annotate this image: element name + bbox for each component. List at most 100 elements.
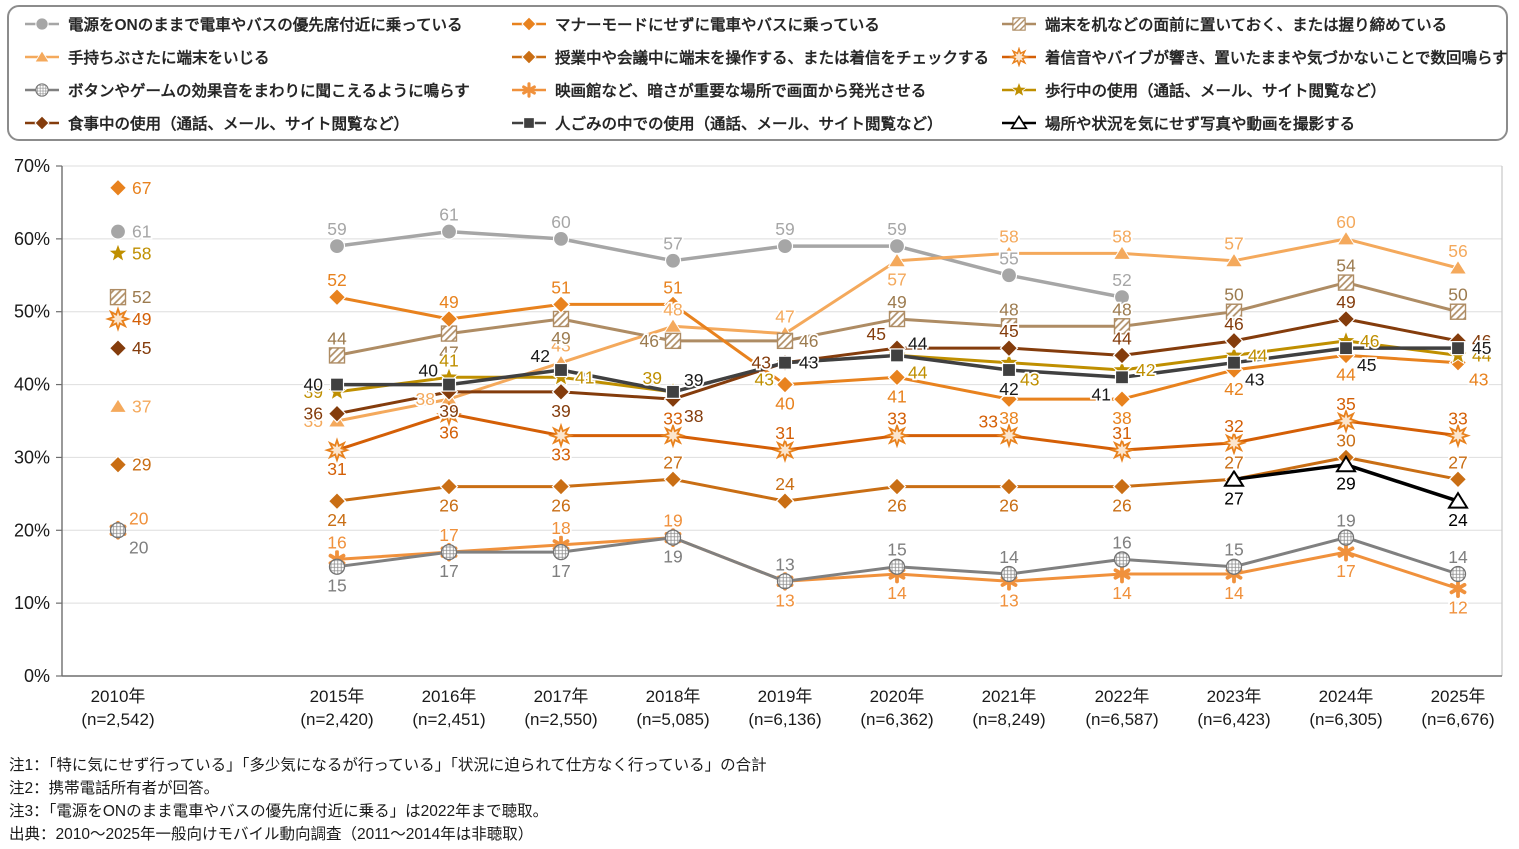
data-label: 43 xyxy=(1245,370,1264,390)
data-label: 59 xyxy=(775,219,794,239)
data-label: 14 xyxy=(887,583,907,603)
data-label: 44 xyxy=(908,333,928,353)
data-label: 14 xyxy=(1448,547,1468,567)
data-label: 31 xyxy=(775,423,794,443)
series-power_on xyxy=(109,223,1131,306)
data-label: 35 xyxy=(304,411,323,431)
data-label: 24 xyxy=(775,474,795,494)
data-label: 49 xyxy=(887,292,906,312)
data-label: 15 xyxy=(1224,540,1243,560)
cinema_glow-marker-icon xyxy=(512,81,546,98)
legend-item-desk_front: 端末を机などの面前に置いておく、または握り締めている xyxy=(1002,12,1508,36)
x-label-year: 2024年 xyxy=(1319,687,1374,706)
data-label: 47 xyxy=(439,343,458,363)
data-label: 38 xyxy=(684,406,703,426)
crowd_use-marker-icon xyxy=(512,116,546,129)
data-label: 52 xyxy=(1112,270,1131,290)
data-label: 14 xyxy=(1224,583,1244,603)
legend-label: 歩行中の使用（通話、メール、サイト閲覧など） xyxy=(1045,82,1387,100)
y-tick-label: 30% xyxy=(14,447,50,467)
legend-label: 映画館など、暗さが重要な場所で画面から発光させる xyxy=(555,82,927,100)
legend-label: 場所や状況を気にせず写真や動画を撮影する xyxy=(1045,115,1356,133)
data-label: 16 xyxy=(1112,532,1131,552)
data-label: 59 xyxy=(887,219,906,239)
data-label: 45 xyxy=(1357,355,1376,375)
x-label-n: (n=5,085) xyxy=(636,710,709,729)
x-label-year: 2018年 xyxy=(646,687,701,706)
data-label: 13 xyxy=(775,554,794,574)
data-label: 49 xyxy=(1336,292,1355,312)
data-label: 40 xyxy=(419,361,439,381)
data-label: 27 xyxy=(1224,452,1243,472)
data-label: 33 xyxy=(551,445,570,465)
data-label: 46 xyxy=(1472,331,1491,351)
desk_front-marker-icon xyxy=(1002,16,1036,31)
data-label: 35 xyxy=(1336,394,1355,414)
x-axis-labels: 2010年 (n=2,542) 2015年 (n=2,420) 2016年 (n=2,45… xyxy=(81,687,1494,729)
data-label: 14 xyxy=(999,547,1019,567)
data-label: 40 xyxy=(304,375,324,395)
data-label: 47 xyxy=(775,307,794,327)
data-label: 58 xyxy=(1112,226,1131,246)
legend-label: 端末を机などの面前に置いておく、または握り締めている xyxy=(1045,16,1448,34)
data-label: 43 xyxy=(1020,370,1039,390)
data-label: 38 xyxy=(416,389,435,409)
y-tick-label: 50% xyxy=(14,302,50,322)
legend-item-cinema_glow: 映画館など、暗さが重要な場所で画面から発光させる xyxy=(512,78,1002,102)
x-label-n: (n=6,423) xyxy=(1197,710,1270,729)
legend-label: ボタンやゲームの効果音をまわりに聞こえるように鳴らす xyxy=(68,82,470,100)
axes: 0% 10% 20% 30% 40% 50% 60% 70% xyxy=(14,156,1503,686)
data-label: 19 xyxy=(663,511,682,531)
legend-label: 授業中や会議中に端末を操作する、または着信をチェックする xyxy=(555,49,990,67)
data-label: 40 xyxy=(775,394,795,414)
legend-label: マナーモードにせずに電車やバスに乗っている xyxy=(555,16,880,34)
class_meeting-marker-icon xyxy=(512,48,546,65)
legend-label: 手持ちぶさたに端末をいじる xyxy=(68,49,270,67)
walking_use-marker-icon xyxy=(1002,80,1036,98)
data-label: 56 xyxy=(1448,241,1467,261)
legend-item-button_sound: ボタンやゲームの効果音をまわりに聞こえるように鳴らす xyxy=(25,78,512,102)
data-label: 46 xyxy=(799,331,818,351)
series-crowd_use xyxy=(329,341,1466,399)
idle_fiddle-marker-icon xyxy=(25,49,59,62)
data-label: 67 xyxy=(132,178,151,198)
x-label-year: 2016年 xyxy=(422,687,477,706)
y-tick-label: 40% xyxy=(14,375,50,395)
data-label: 37 xyxy=(132,396,151,416)
x-label-n: (n=6,587) xyxy=(1085,710,1158,729)
data-label: 51 xyxy=(551,277,570,297)
photo_anywhere-marker-icon xyxy=(1002,114,1036,129)
data-label: 43 xyxy=(755,370,774,390)
x-label-n: (n=6,136) xyxy=(748,710,821,729)
data-label: 20 xyxy=(129,537,149,557)
data-label: 50 xyxy=(1448,285,1468,305)
data-label: 48 xyxy=(999,299,1018,319)
data-label: 44 xyxy=(1112,328,1132,348)
data-label: 17 xyxy=(551,561,570,581)
data-label: 39 xyxy=(684,370,703,390)
data-label: 44 xyxy=(327,328,347,348)
power_on-marker-icon xyxy=(25,16,59,31)
data-label: 17 xyxy=(439,561,458,581)
x-label-n: (n=2,550) xyxy=(524,710,597,729)
data-label: 46 xyxy=(1360,331,1379,351)
data-label: 43 xyxy=(551,336,570,356)
data-label: 33 xyxy=(1448,409,1467,429)
data-label: 29 xyxy=(132,455,151,475)
data-label: 33 xyxy=(979,412,998,432)
legend-item-eating_use: 食事中の使用（通話、メール、サイト閲覧など） xyxy=(25,111,512,135)
data-label: 19 xyxy=(663,547,682,567)
data-label: 49 xyxy=(439,292,458,312)
legend-item-photo_anywhere: 場所や状況を気にせず写真や動画を撮影する xyxy=(1002,111,1508,135)
data-label: 26 xyxy=(1112,496,1131,516)
series-desk_front xyxy=(109,274,1467,364)
data-label: 43 xyxy=(1469,370,1488,390)
y-tick-label: 20% xyxy=(14,520,50,540)
data-label: 48 xyxy=(1112,299,1131,319)
note-line-4: 出典：2010～2025年一般向けモバイル動向調査（2011～2014年は非聴取… xyxy=(9,826,534,843)
line-chart: 0%10%20%30%40%50%60%70%2010年(n=2,542)201… xyxy=(14,156,1503,729)
data-label: 48 xyxy=(663,299,682,319)
data-label: 33 xyxy=(663,409,682,429)
